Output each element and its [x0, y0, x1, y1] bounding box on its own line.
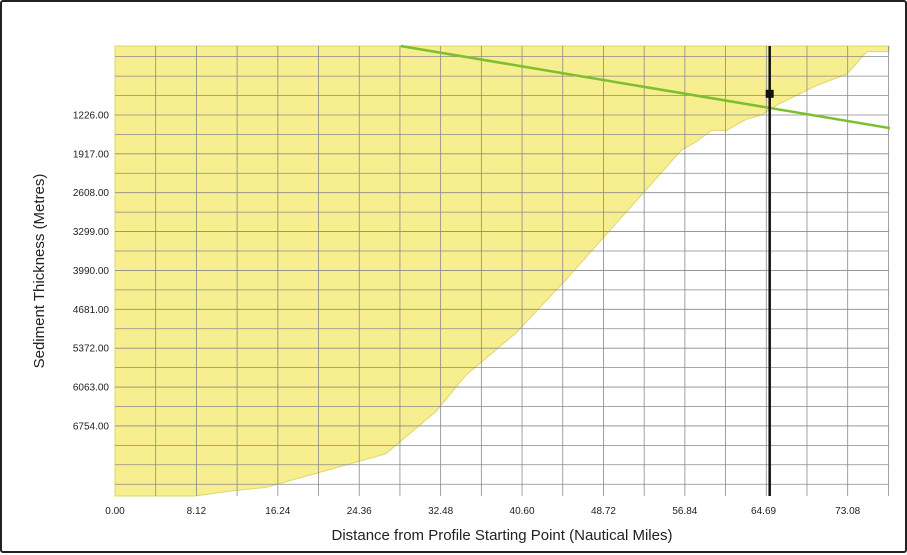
position-point [765, 89, 774, 98]
y-tick-label: 1917.00 [73, 149, 110, 160]
sediment-area [114, 45, 890, 497]
x-tick-label: 32.48 [428, 506, 453, 517]
x-tick-label: 24.36 [347, 506, 372, 517]
x-tick-label: 56.84 [672, 506, 697, 517]
x-tick-label: 73.08 [835, 506, 860, 517]
x-tick-label: 8.12 [187, 506, 207, 517]
x-tick-label: 16.24 [265, 506, 290, 517]
y-tick-label: 6754.00 [73, 421, 110, 432]
y-tick-label: 3990.00 [73, 266, 110, 277]
y-tick-label: 5372.00 [73, 344, 110, 355]
x-axis-title: Distance from Profile Starting Point (Na… [332, 527, 673, 544]
y-tick-label: 2608.00 [73, 188, 110, 199]
y-tick-label: 6063.00 [73, 383, 110, 394]
x-tick-label: 40.60 [510, 506, 535, 517]
x-tick-label: 48.72 [591, 506, 616, 517]
trend-line [400, 44, 891, 130]
y-tick-label: 4681.00 [73, 305, 110, 316]
y-axis-title: Sediment Thickness (Metres) [31, 174, 48, 369]
x-tick-label: 64.69 [751, 506, 776, 517]
y-tick-label: 3299.00 [73, 227, 110, 238]
x-tick-label: 0.00 [105, 506, 125, 517]
y-tick-label: 1226.00 [73, 110, 110, 121]
